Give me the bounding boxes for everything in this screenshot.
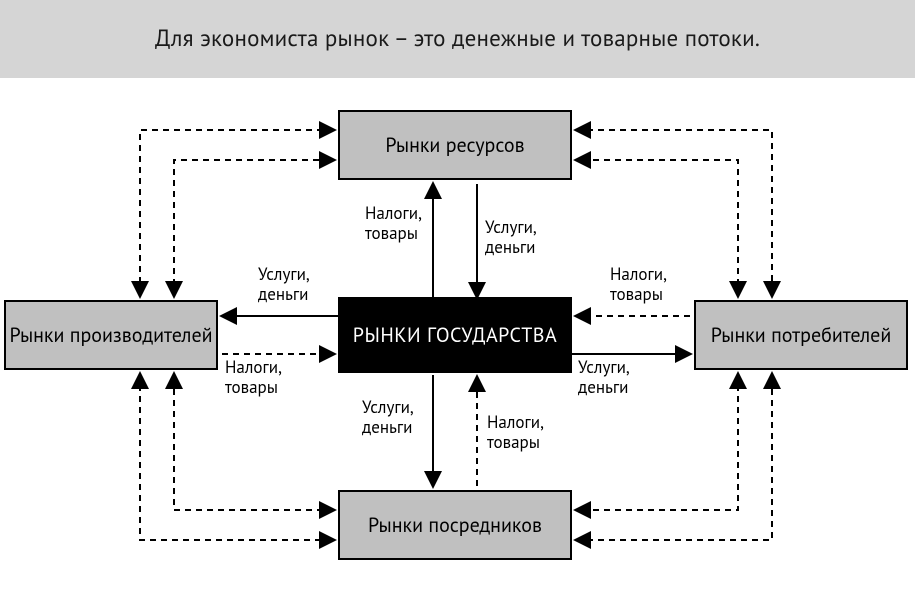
node-consumers: Рынки потребителей [694, 300, 908, 370]
node-state: РЫНКИ ГОСУДАРСТВА [338, 297, 572, 373]
header-text: Для экономиста рынок – это денежные и то… [155, 24, 760, 53]
label-left-bot: Налоги, товары [225, 358, 282, 397]
header-banner: Для экономиста рынок – это денежные и то… [0, 0, 915, 78]
node-state-label: РЫНКИ ГОСУДАРСТВА [353, 323, 557, 347]
node-resources-label: Рынки ресурсов [385, 133, 524, 157]
label-top-left: Налоги, товары [365, 204, 422, 243]
node-producers-label: Рынки производителей [9, 323, 212, 347]
node-intermediaries-label: Рынки посредников [368, 513, 542, 537]
label-left-top: Услуги, деньги [258, 265, 310, 304]
node-resources: Рынки ресурсов [338, 110, 572, 180]
label-top-right: Услуги, деньги [485, 218, 537, 257]
node-consumers-label: Рынки потребителей [711, 323, 892, 347]
label-right-top: Налоги, товары [610, 265, 667, 304]
node-intermediaries: Рынки посредников [338, 490, 572, 560]
label-bot-left: Услуги, деньги [362, 398, 414, 437]
label-right-bot: Услуги, деньги [578, 358, 630, 397]
node-producers: Рынки производителей [4, 300, 218, 370]
label-bot-right: Налоги, товары [487, 413, 544, 452]
